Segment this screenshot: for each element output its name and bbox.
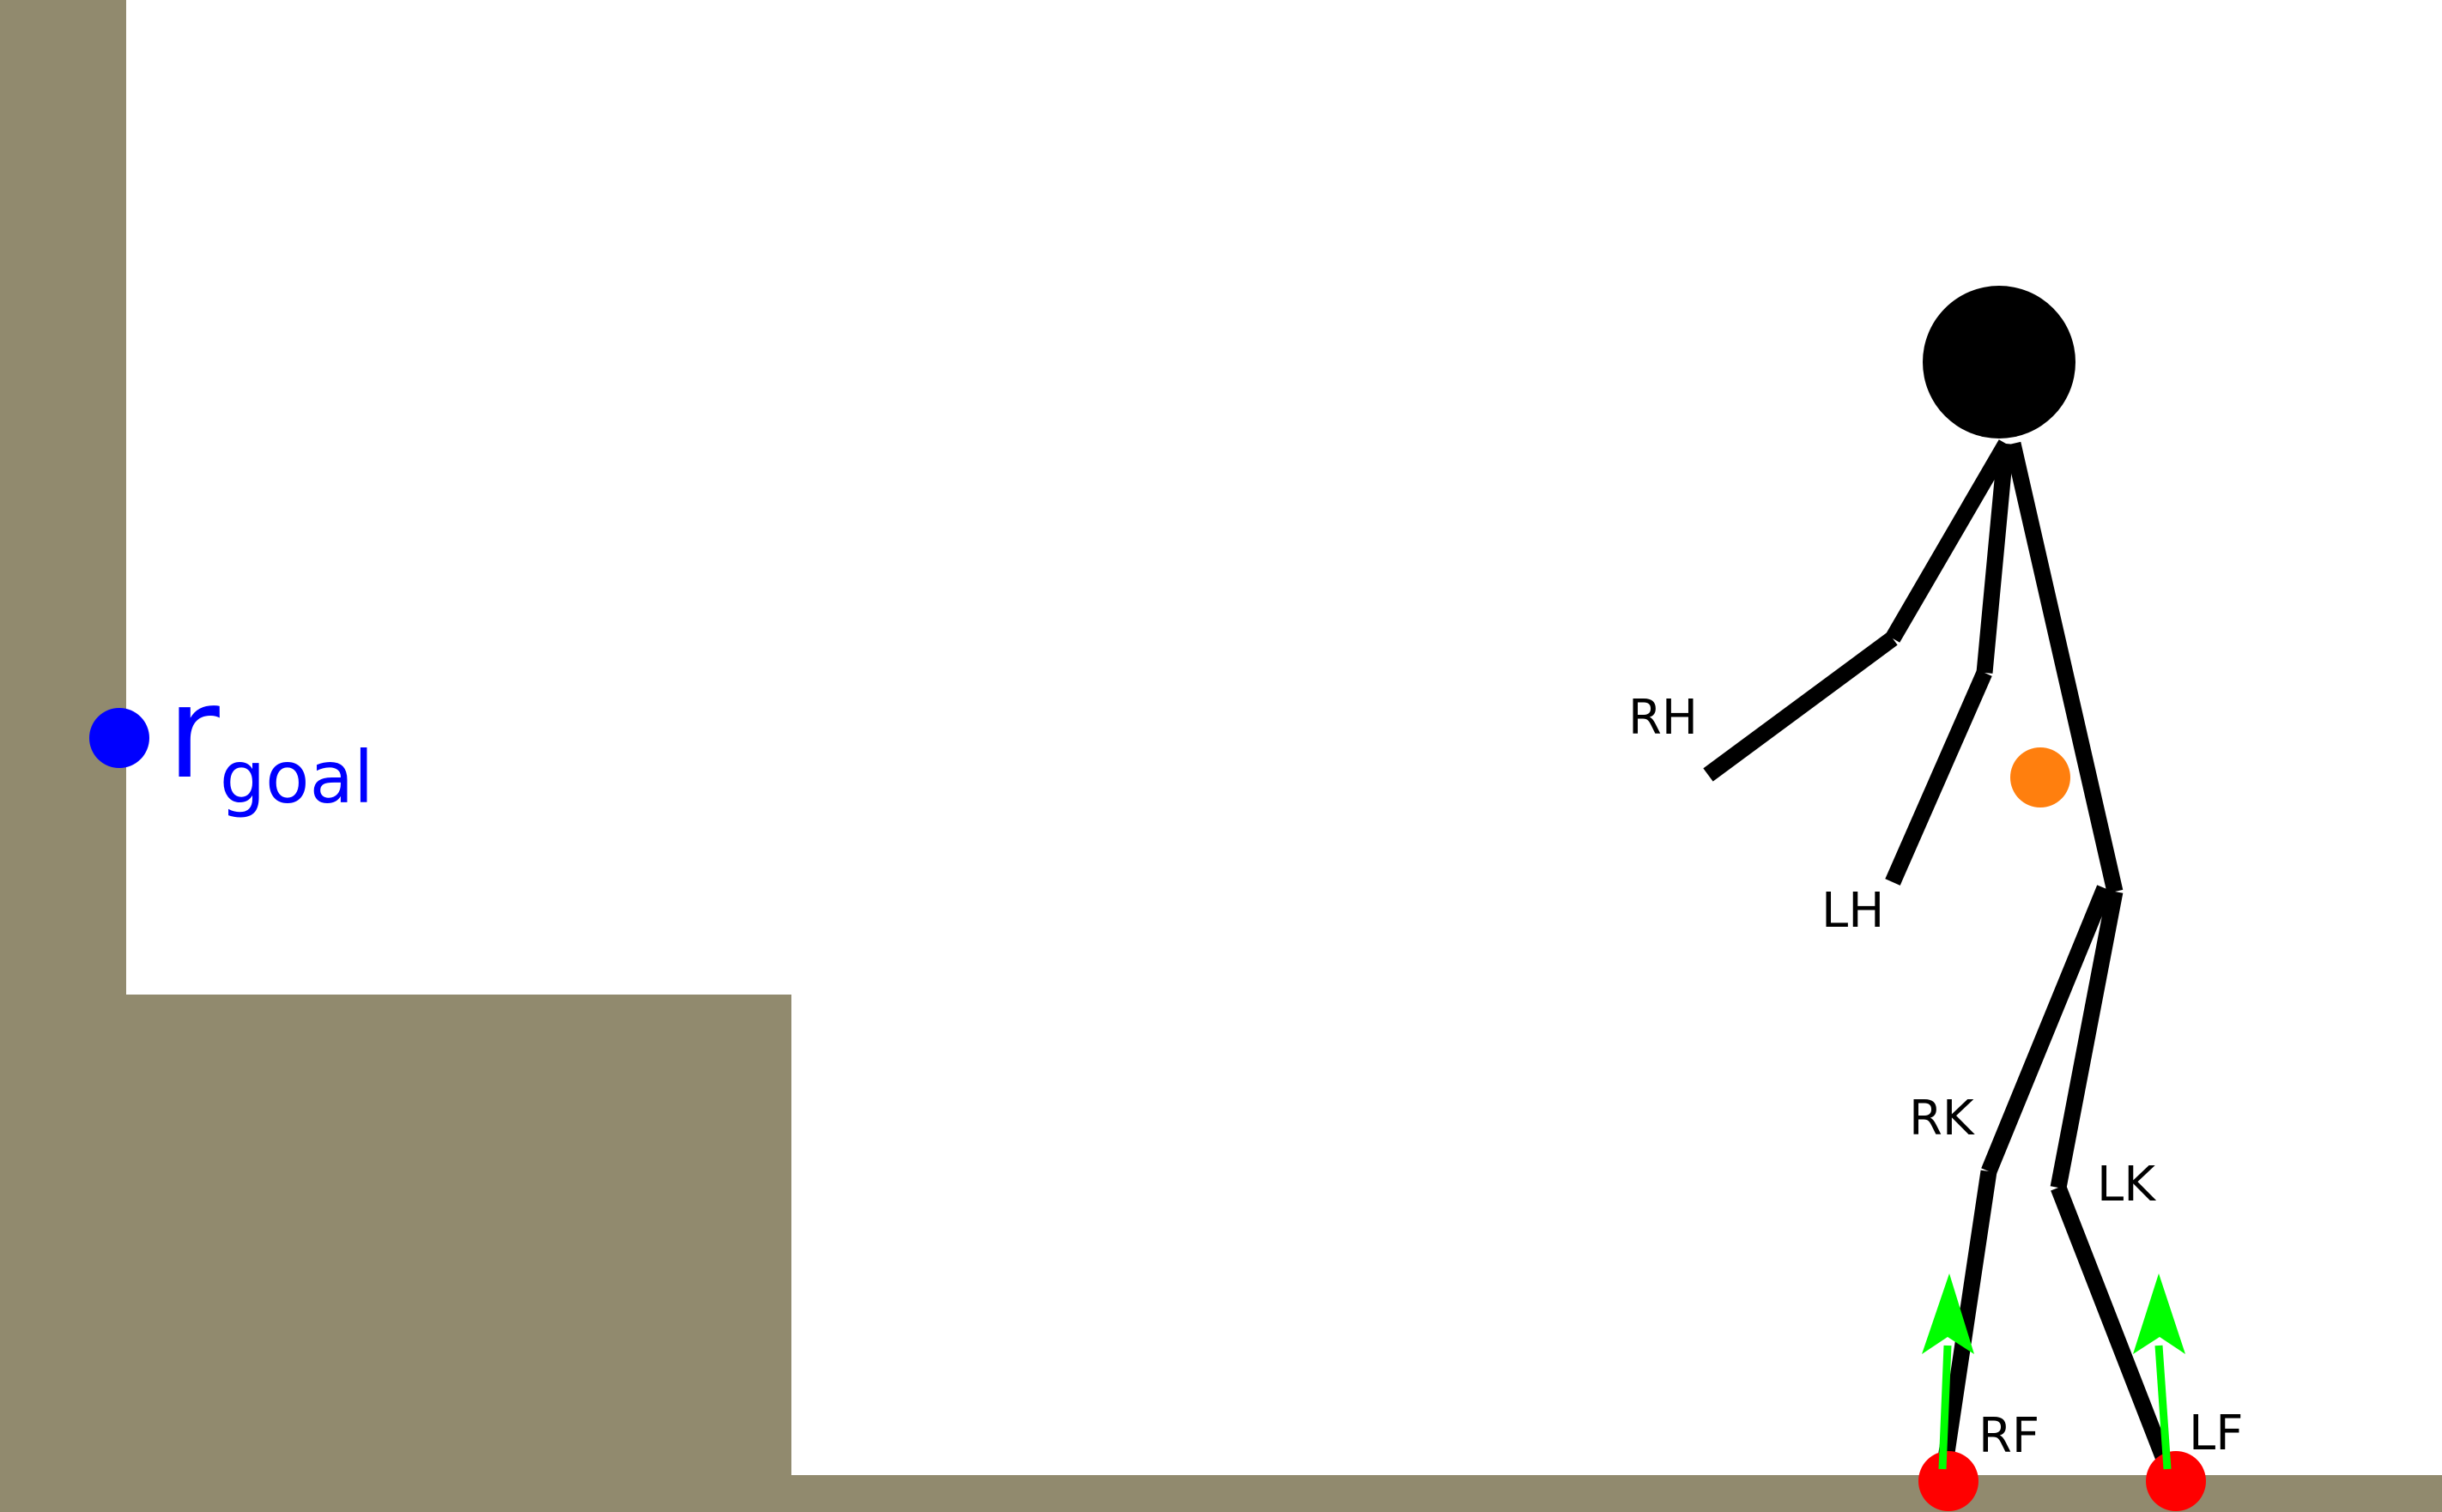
right-foot-contact xyxy=(1918,1451,1978,1511)
goal-label: rgoal xyxy=(167,659,373,820)
goal-symbol: r xyxy=(167,659,220,807)
left-forearm xyxy=(1885,669,1992,886)
right-shin xyxy=(1936,1170,1997,1472)
label-left-knee: LK xyxy=(2097,1157,2156,1213)
goal-point xyxy=(89,708,149,768)
left-thigh xyxy=(2050,890,2124,1189)
right-thigh xyxy=(1981,885,2112,1175)
label-right-hand: RH xyxy=(1628,690,1698,746)
right-forearm xyxy=(1703,632,1898,782)
right-force-shaft xyxy=(1938,1345,1952,1470)
label-right-knee: RK xyxy=(1909,1091,1975,1146)
torso xyxy=(2004,441,2124,894)
right-upper-arm xyxy=(1885,439,2014,643)
left-force-arrowhead xyxy=(2133,1273,2185,1354)
left-foot-force-arrow xyxy=(2133,1273,2185,1470)
right-foot-force-arrow xyxy=(1922,1273,1974,1470)
label-left-hand: LH xyxy=(1821,883,1884,939)
label-right-foot: RF xyxy=(1978,1408,2039,1464)
stick-figure xyxy=(1703,439,2176,1473)
left-shin xyxy=(2051,1184,2176,1473)
head xyxy=(1923,286,2075,438)
step-block xyxy=(126,995,791,1512)
left-foot-contact xyxy=(2146,1451,2206,1511)
right-force-arrowhead xyxy=(1922,1273,1974,1354)
label-left-foot: LF xyxy=(2189,1406,2243,1461)
center-of-mass-marker xyxy=(2010,747,2070,807)
left-force-shaft xyxy=(2154,1345,2172,1470)
left-upper-arm xyxy=(1976,443,2015,674)
goal-subscript: goal xyxy=(220,735,374,820)
